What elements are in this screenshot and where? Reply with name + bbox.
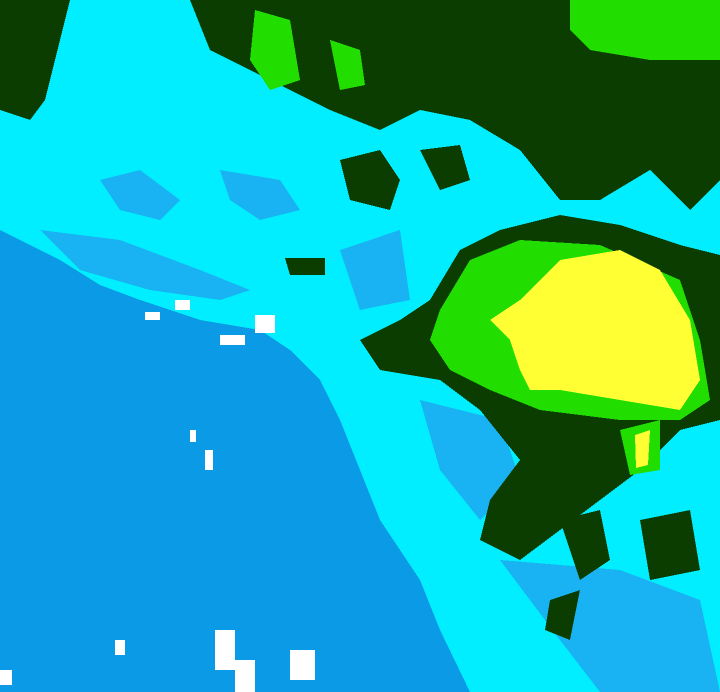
speck: [235, 660, 255, 692]
region: [330, 40, 365, 90]
region: [545, 590, 580, 640]
region: [190, 0, 720, 210]
region: [250, 10, 300, 90]
region: [420, 145, 470, 190]
patch: [40, 230, 250, 300]
white-specks: [0, 300, 315, 692]
region: [285, 258, 325, 275]
speck: [220, 335, 245, 345]
speck: [215, 630, 235, 670]
region: [490, 250, 700, 410]
patch: [420, 400, 520, 520]
patch: [220, 170, 300, 220]
speck: [175, 300, 190, 310]
speck: [255, 315, 275, 333]
region: [570, 0, 720, 60]
speck: [145, 312, 160, 320]
speck: [190, 430, 196, 442]
patch: [500, 560, 720, 692]
speck: [0, 670, 12, 685]
speck: [205, 450, 213, 470]
speck: [115, 640, 125, 655]
patch: [340, 230, 410, 310]
region: [0, 0, 70, 120]
speck: [290, 650, 315, 680]
region: [640, 510, 700, 580]
yellow-regions: [490, 250, 700, 468]
region: [635, 430, 650, 468]
region: [560, 510, 610, 580]
region: [340, 150, 400, 210]
patch: [100, 170, 180, 220]
light-blue-patches: [40, 170, 720, 692]
